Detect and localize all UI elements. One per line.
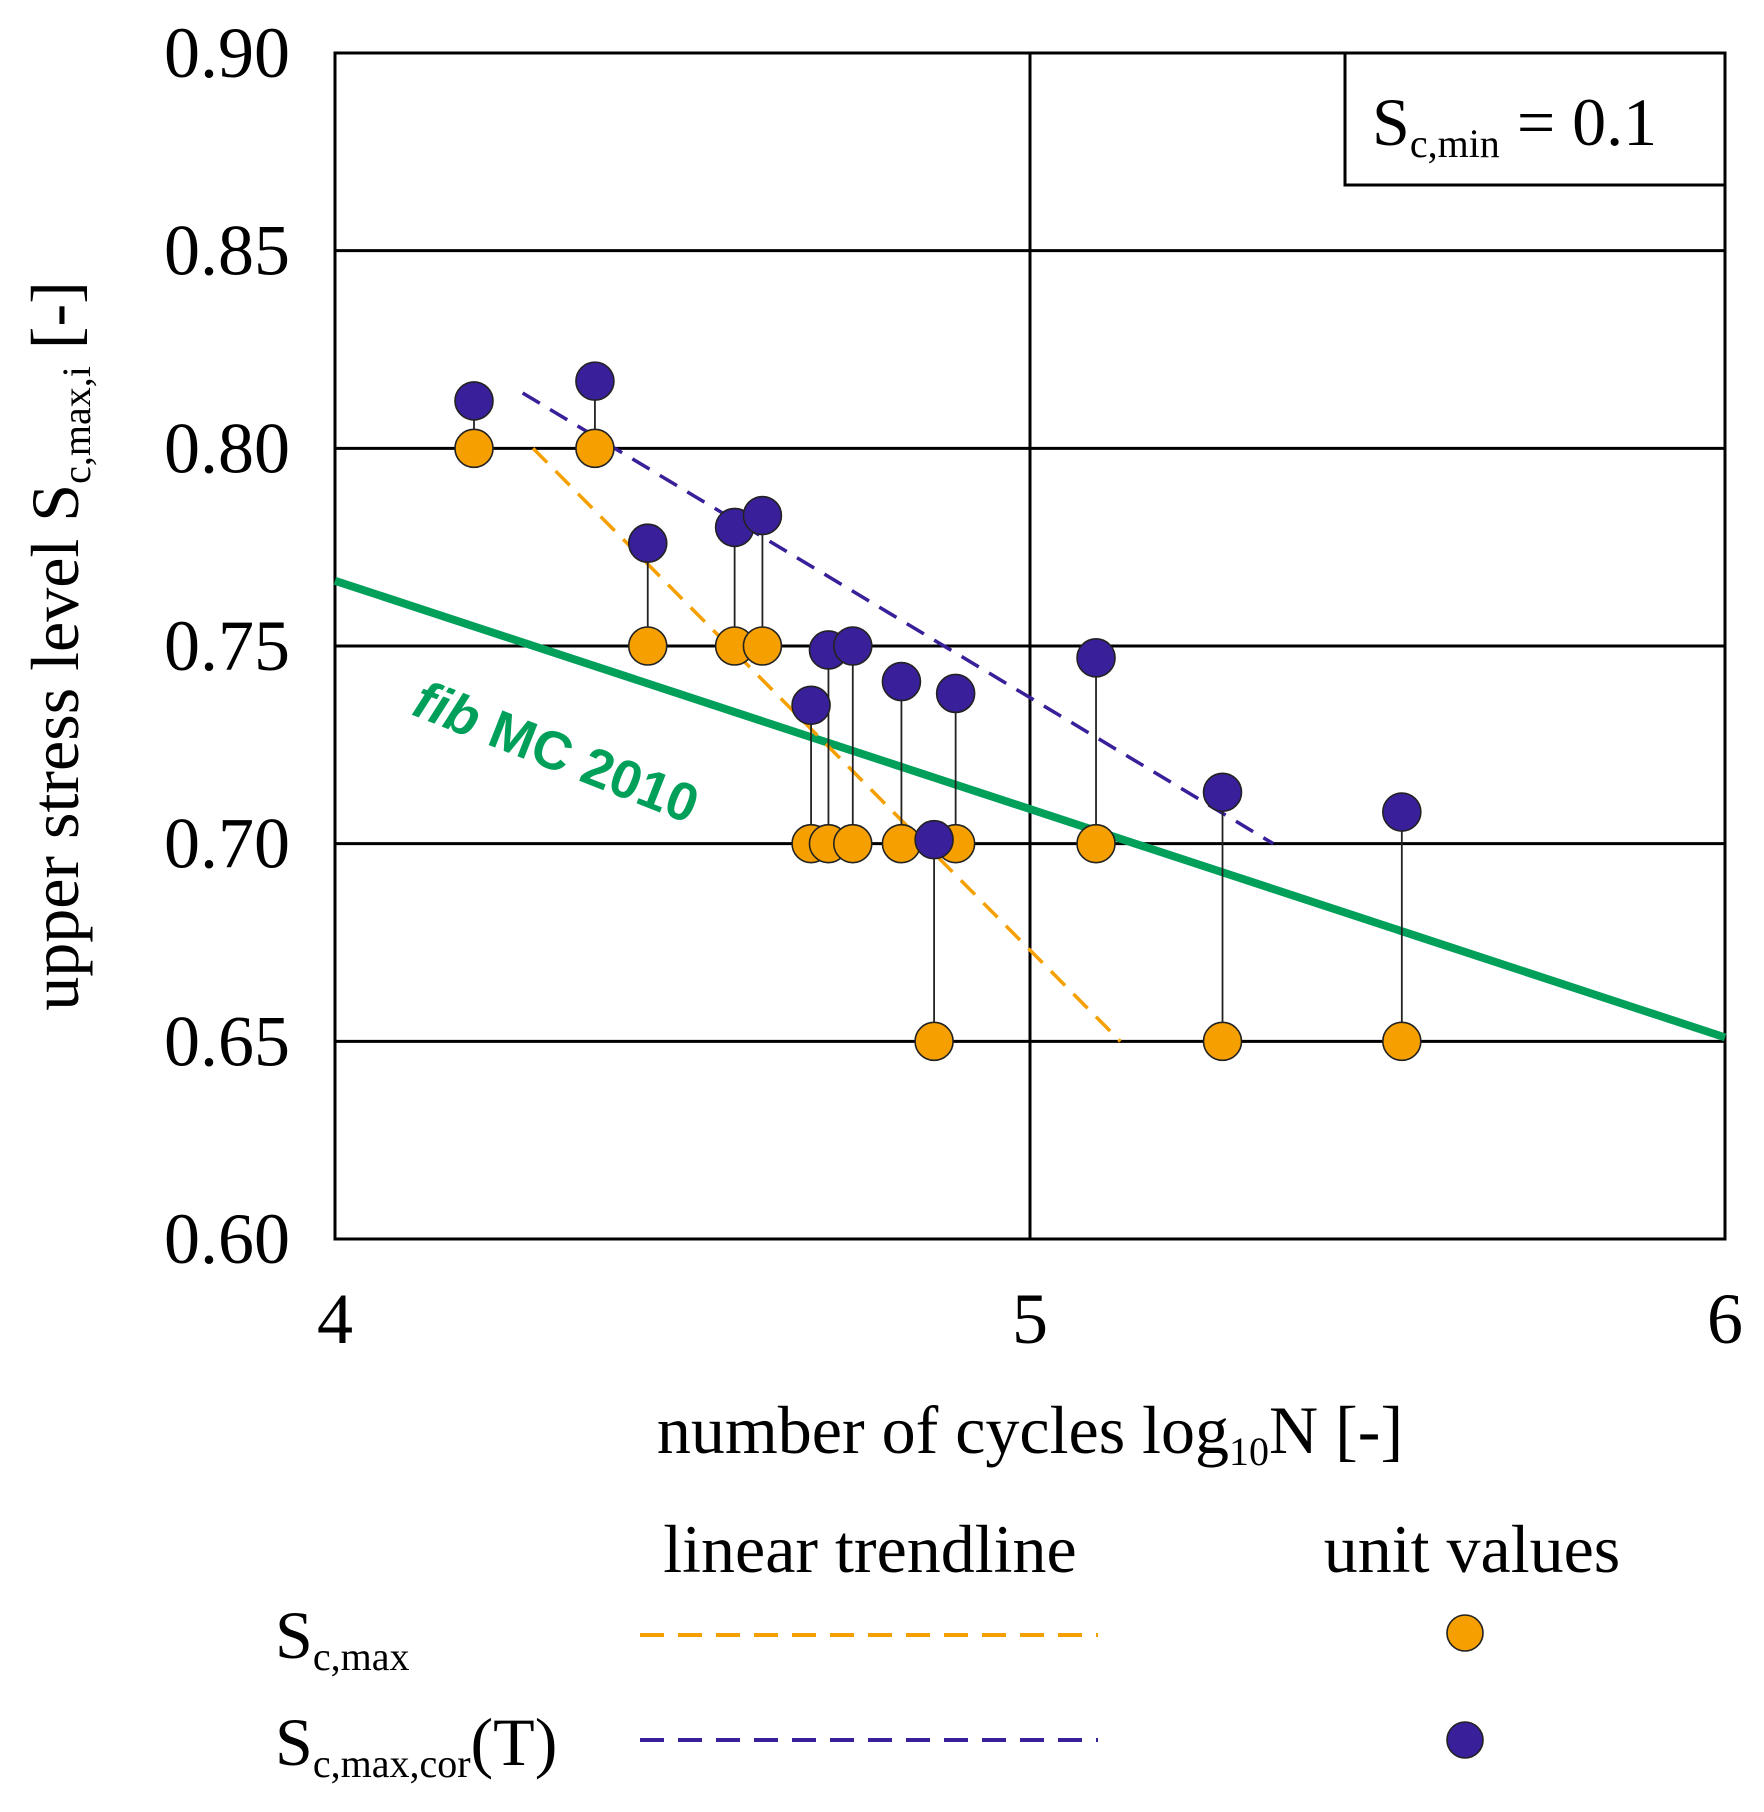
orange-data-point xyxy=(1382,1021,1422,1062)
purple-data-point xyxy=(1202,772,1243,813)
x-tick-label: 5 xyxy=(1012,1279,1048,1359)
orange-data-point xyxy=(1202,1021,1243,1062)
purple-data-point xyxy=(454,381,494,421)
legend-label-sc-max-cor: Sc,max,cor(T) xyxy=(275,1704,557,1786)
annotation-frame xyxy=(1343,51,1727,187)
purple-data-point xyxy=(914,819,954,860)
x-tick-label: 6 xyxy=(1707,1279,1743,1359)
purple-data-point xyxy=(1382,792,1422,832)
y-axis-title: upper stress level Sc,max,i [-] xyxy=(17,281,99,1011)
orange-data-point xyxy=(832,823,873,864)
purple-trendline xyxy=(521,391,1275,846)
x-axis-title: number of cycles log10N [-] xyxy=(657,1392,1403,1474)
purple-data-point xyxy=(832,626,873,666)
y-tick-label: 0.90 xyxy=(164,13,290,93)
purple-data-point xyxy=(791,685,831,726)
purple-data-point xyxy=(1076,638,1116,678)
purple-data-point xyxy=(742,495,783,536)
orange-data-point xyxy=(742,626,783,666)
y-tick-label: 0.70 xyxy=(164,804,290,884)
purple-data-point xyxy=(935,673,976,714)
y-tick-label: 0.75 xyxy=(164,606,290,686)
y-tick-label: 0.85 xyxy=(164,211,290,291)
legend-header-unit-values: unit values xyxy=(1324,1511,1621,1587)
orange-data-point xyxy=(575,428,615,469)
y-tick-label: 0.65 xyxy=(164,1001,290,1081)
purple-data-point xyxy=(881,661,922,702)
legend-marker-purple xyxy=(1446,1721,1484,1759)
stems xyxy=(473,381,1403,1042)
y-tick-label: 0.80 xyxy=(164,408,290,488)
fib-mc-2010-line xyxy=(333,576,1727,1042)
legend-label-sc-max: Sc,max xyxy=(275,1597,409,1679)
grid xyxy=(335,53,1725,1239)
orange-data-point xyxy=(1076,823,1116,864)
data-points xyxy=(454,361,1422,1062)
annotation-box: Sc,min = 0.1 xyxy=(1343,51,1727,187)
orange-data-point xyxy=(627,626,668,666)
x-tick-label: 4 xyxy=(317,1279,353,1359)
tick-labels: 0.60 0.65 0.70 0.75 0.80 0.85 0.90 4 5 6 xyxy=(164,13,1743,1359)
purple-data-point xyxy=(627,523,668,564)
annotation-text: Sc,min = 0.1 xyxy=(1372,84,1657,166)
y-tick-label: 0.60 xyxy=(164,1199,290,1279)
orange-data-point xyxy=(914,1021,954,1062)
orange-data-point xyxy=(454,428,494,469)
purple-data-point xyxy=(575,361,615,401)
legend-header-trendline: linear trendline xyxy=(663,1511,1076,1587)
legend: linear trendline unit values Sc,max Sc,m… xyxy=(275,1511,1620,1786)
legend-marker-orange xyxy=(1446,1614,1484,1652)
